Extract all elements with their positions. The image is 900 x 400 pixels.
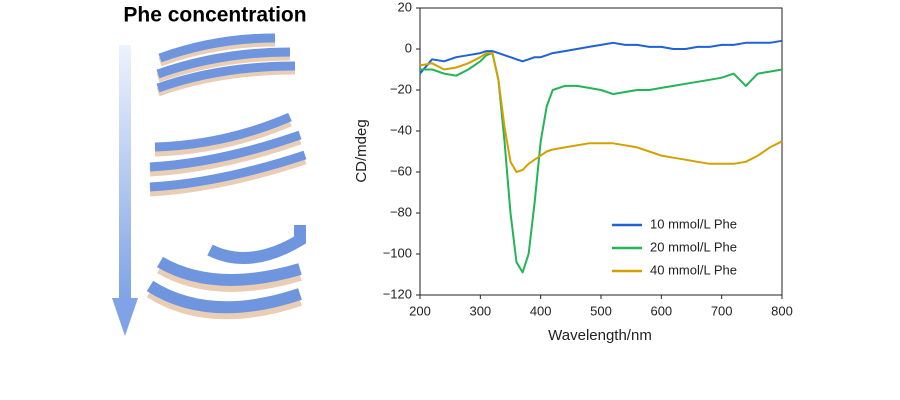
x-tick-label: 400 bbox=[530, 303, 552, 318]
legend-label: 40 mmol/L Phe bbox=[650, 262, 737, 277]
illustration: Phe concentration bbox=[112, 4, 307, 336]
y-tick-label: −40 bbox=[390, 122, 412, 137]
x-tick-label: 300 bbox=[469, 303, 491, 318]
legend-label: 10 mmol/L Phe bbox=[650, 216, 737, 231]
x-tick-label: 600 bbox=[650, 303, 672, 318]
series-line bbox=[420, 52, 783, 274]
y-tick-label: −80 bbox=[390, 204, 412, 219]
y-tick-label: −20 bbox=[390, 81, 412, 96]
legend-label: 20 mmol/L Phe bbox=[650, 239, 737, 254]
x-tick-label: 800 bbox=[771, 303, 793, 318]
y-tick-label: 20 bbox=[398, 0, 412, 14]
arrow-shaft bbox=[119, 45, 131, 300]
illustration-title: Phe concentration bbox=[123, 4, 306, 27]
y-tick-label: 0 bbox=[405, 40, 412, 55]
series-line bbox=[419, 39, 783, 75]
x-tick-label: 500 bbox=[590, 303, 612, 318]
chart: Wavelength/nm CD/mdeg 200−20−40−60−80−10… bbox=[353, 0, 793, 344]
y-tick-label: −100 bbox=[383, 245, 412, 260]
y-tick-label: −60 bbox=[390, 163, 412, 178]
x-axis-label: Wavelength/nm bbox=[548, 327, 652, 344]
stack-low bbox=[156, 33, 296, 97]
arrow-head bbox=[112, 298, 138, 336]
stack-mid bbox=[149, 112, 307, 197]
x-tick-label: 200 bbox=[409, 303, 431, 318]
series-line bbox=[419, 52, 783, 173]
x-tick-label: 700 bbox=[711, 303, 733, 318]
stack-high bbox=[146, 225, 306, 320]
y-tick-label: −120 bbox=[383, 286, 412, 301]
y-axis-label: CD/mdeg bbox=[353, 119, 370, 182]
